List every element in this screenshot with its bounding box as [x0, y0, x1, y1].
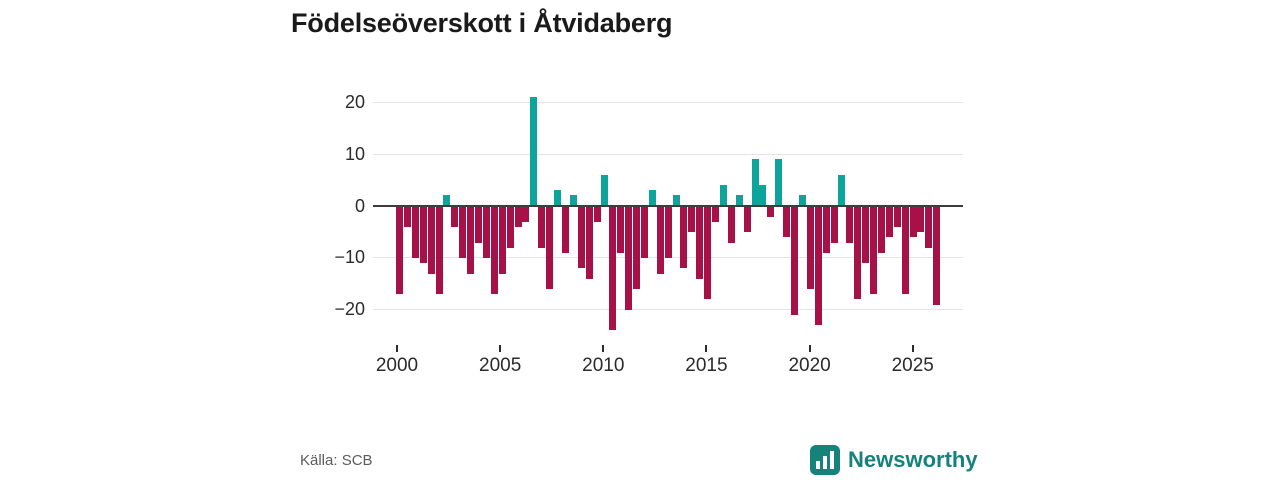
bar: [546, 206, 554, 290]
x-axis-label: 2005: [479, 355, 522, 376]
bar: [403, 206, 411, 228]
bar: [814, 206, 822, 326]
bar: [530, 97, 538, 206]
x-axis-label: 2020: [788, 355, 831, 376]
bar: [862, 206, 870, 264]
x-axis-tick: [499, 345, 502, 352]
bar: [791, 206, 798, 315]
zero-axis-line: [373, 204, 963, 207]
y-axis-label: 20: [344, 92, 365, 113]
bar: [514, 206, 522, 228]
bar: [475, 206, 482, 243]
plot-area: [373, 90, 963, 340]
x-axis-label: 2000: [375, 355, 419, 376]
bar: [459, 206, 467, 259]
bar: [467, 206, 475, 274]
y-axis-label: −20: [334, 298, 365, 319]
x-axis-label: 2025: [891, 355, 934, 376]
gridline-20: [373, 102, 963, 104]
bar: [506, 206, 514, 248]
x-axis-label: 2015: [685, 355, 728, 376]
bar: [901, 206, 909, 295]
bar: [775, 159, 783, 206]
bar: [767, 206, 775, 217]
bar: [593, 206, 601, 222]
source-note: Källa: SCB: [300, 452, 373, 469]
bar: [712, 206, 719, 222]
bar: [870, 206, 877, 295]
bar: [806, 206, 814, 290]
bar: [577, 206, 585, 269]
bar: [427, 206, 435, 274]
bar: [783, 206, 791, 238]
bar: [917, 206, 925, 233]
bar: [435, 206, 443, 295]
bar: [909, 206, 917, 238]
bar: [838, 174, 846, 206]
bar: [798, 195, 806, 206]
bar: [482, 206, 490, 259]
bar: [443, 195, 451, 206]
bar: [554, 190, 561, 206]
bar: [727, 206, 735, 243]
bar: [680, 206, 688, 269]
bar: [688, 206, 696, 233]
newsworthy-logo-text: Newsworthy: [848, 447, 978, 472]
bar: [743, 206, 751, 233]
bar: [656, 206, 664, 274]
bar: [498, 206, 506, 274]
gridline-10: [373, 153, 963, 155]
bar: [569, 195, 577, 206]
gridline--20: [373, 308, 963, 310]
chart-title: Födelseöverskott i Åtvidaberg: [291, 8, 673, 38]
x-axis-tick: [396, 345, 398, 352]
bar: [830, 206, 838, 243]
y-axis-label: 10: [344, 143, 365, 164]
bar: [522, 206, 530, 222]
newsworthy-logo: Newsworthy: [810, 445, 978, 475]
bar: [664, 206, 672, 259]
bar: [893, 206, 901, 228]
bar: [735, 195, 743, 206]
bar: [617, 206, 625, 253]
bar: [854, 206, 862, 300]
x-axis-tick: [808, 345, 811, 352]
bar: [585, 206, 593, 279]
bar: [696, 206, 704, 279]
bar: [751, 159, 759, 206]
newsworthy-logo-icon: [810, 445, 840, 475]
bar: [759, 184, 767, 206]
x-axis-label: 2010: [582, 355, 625, 376]
bar: [561, 206, 569, 253]
bar: [419, 206, 427, 264]
bar: [601, 174, 609, 206]
bar: [609, 206, 617, 331]
y-axis-label: 0: [354, 195, 365, 216]
bar: [490, 206, 498, 295]
bar: [625, 206, 633, 310]
bar: [648, 190, 656, 206]
bar: [925, 206, 933, 248]
bar: [822, 206, 830, 253]
bar: [640, 206, 648, 259]
bar: [704, 206, 712, 300]
bar: [633, 206, 640, 290]
bar: [719, 184, 727, 206]
y-axis-label: −10: [334, 247, 365, 268]
bar: [411, 206, 419, 259]
bar: [877, 206, 885, 253]
bar: [933, 206, 941, 305]
bar: [538, 206, 546, 248]
bar: [672, 195, 680, 206]
x-axis-tick: [602, 345, 605, 352]
bar: [885, 206, 893, 238]
bar: [396, 206, 403, 295]
bar: [846, 206, 854, 243]
bar: [451, 206, 459, 228]
x-axis-tick: [911, 345, 914, 352]
x-axis-tick: [705, 345, 708, 352]
